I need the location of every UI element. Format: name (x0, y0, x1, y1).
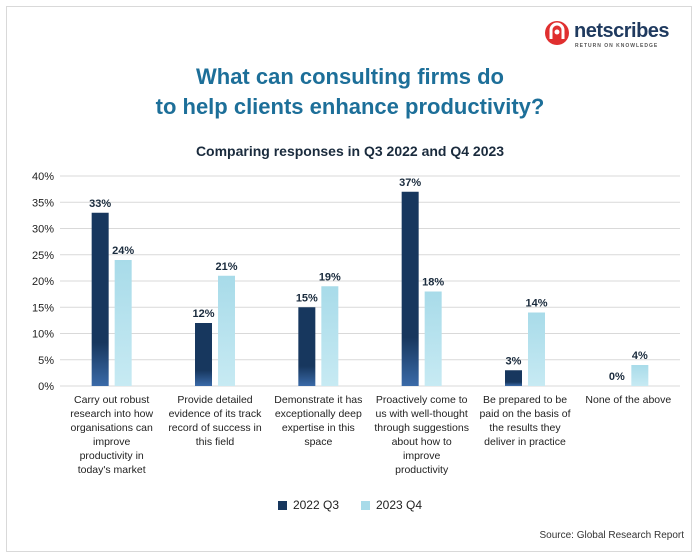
x-category-label: productivity (395, 464, 449, 476)
page-title-line-1: What can consulting firms do (195, 64, 504, 89)
data-label: 0% (609, 371, 625, 383)
bar-q3 (298, 307, 316, 386)
x-category-label: productivity in (80, 450, 144, 462)
x-category-label: the results they (489, 422, 561, 434)
x-category-label: exceptionally deep (275, 408, 362, 420)
x-category-label: us with well-thought (376, 408, 468, 420)
data-label: 18% (422, 277, 444, 289)
legend-item-q4: 2023 Q4 (361, 498, 422, 512)
logo-wordmark: netscribes (574, 20, 670, 42)
chart-frame (6, 6, 692, 552)
logo-tagline: RETURN ON KNOWLEDGE (575, 43, 659, 49)
x-category-label: deliver in practice (484, 436, 566, 448)
x-category-label: record of success in (168, 422, 262, 434)
chart-subtitle: Comparing responses in Q3 2022 and Q4 20… (195, 143, 505, 159)
x-category-label: about how to (392, 436, 452, 448)
x-category-label: paid on the basis of (479, 408, 570, 420)
chart-legend: 2022 Q3 2023 Q4 (0, 498, 700, 512)
bar-q4 (424, 291, 442, 386)
data-label: 4% (632, 350, 648, 362)
data-label: 19% (319, 271, 341, 283)
legend-item-q3: 2022 Q3 (277, 498, 339, 512)
x-category-label: organisations can (71, 422, 153, 434)
data-label: 15% (296, 292, 318, 304)
y-tick-label: 40% (32, 171, 54, 183)
x-category-label: evidence of its track (169, 408, 263, 420)
y-tick-label: 20% (32, 276, 54, 288)
bar-q4 (114, 260, 132, 386)
y-tick-label: 15% (32, 302, 54, 314)
x-category-label: space (304, 436, 332, 448)
bar-q3 (91, 212, 109, 386)
data-label: 12% (192, 308, 214, 320)
bar-q4 (631, 365, 649, 386)
y-tick-label: 10% (32, 329, 54, 341)
legend-swatch-q3 (277, 500, 287, 510)
data-label: 14% (525, 298, 547, 310)
bar-q4 (321, 286, 339, 386)
y-tick-label: 5% (38, 355, 54, 367)
bar-q3 (401, 191, 419, 386)
x-category-label: today's market (78, 464, 146, 476)
bar-q3 (195, 323, 212, 386)
x-category-label: research into how (70, 408, 153, 420)
data-label: 33% (89, 198, 111, 210)
y-tick-label: 35% (32, 197, 54, 209)
y-tick-label: 0% (38, 381, 54, 393)
netscribes-logo: netscribes RETURN ON KNOWLEDGE (544, 18, 684, 52)
x-category-label: improve (93, 436, 131, 448)
y-tick-label: 30% (32, 224, 54, 236)
legend-swatch-q4 (361, 500, 370, 510)
bar-q3 (505, 370, 522, 386)
data-label: 24% (112, 245, 134, 257)
x-category-label: this field (196, 436, 235, 448)
bar-q4 (528, 312, 545, 386)
x-category-label: None of the above (585, 394, 671, 406)
data-label: 37% (399, 177, 421, 189)
netscribes-logo-icon (545, 21, 569, 45)
x-category-label: expertise in this (282, 422, 355, 434)
x-category-label: improve (403, 450, 441, 462)
x-category-label: through suggestions (374, 422, 469, 434)
source-note: Source: Global Research Report (539, 530, 684, 541)
y-tick-label: 25% (32, 250, 54, 262)
x-category-label: Proactively come to (376, 394, 468, 406)
bar-q4 (218, 275, 235, 386)
legend-label-q4: 2023 Q4 (376, 498, 423, 512)
legend-label-q3: 2022 Q3 (292, 498, 339, 512)
x-category-label: Be prepared to be (483, 394, 567, 406)
x-category-label: Demonstrate it has (274, 394, 362, 406)
x-category-label: Carry out robust (74, 394, 149, 406)
x-category-label: Provide detailed (177, 394, 252, 406)
data-label: 21% (215, 261, 237, 273)
data-label: 3% (506, 355, 522, 367)
page-title-line-2: to help clients enhance productivity? (155, 94, 545, 119)
